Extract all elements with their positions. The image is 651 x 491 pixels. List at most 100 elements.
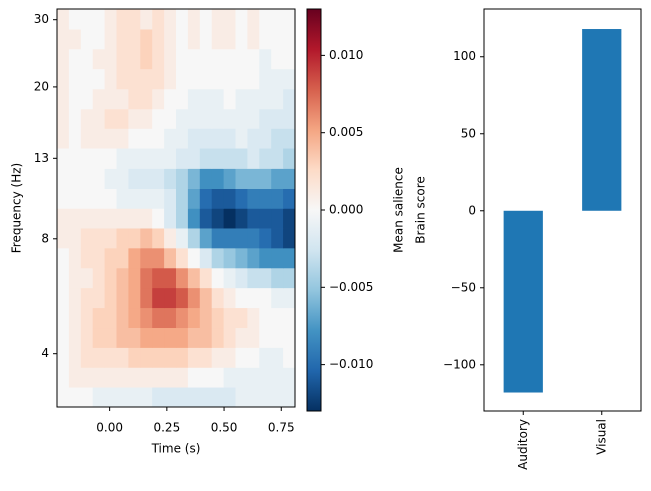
- heatmap-cell: [164, 68, 177, 90]
- heatmap-cell: [223, 9, 236, 30]
- heatmap-cell: [80, 48, 94, 70]
- heatmap-cell: [283, 267, 296, 289]
- heatmap-cell: [80, 68, 94, 90]
- heatmap-cell: [92, 108, 105, 129]
- heatmap-cell: [235, 9, 248, 30]
- heatmap-cell: [259, 9, 272, 30]
- heatmap-cell: [68, 327, 82, 348]
- heatmap-cell: [283, 168, 296, 189]
- x-tick-label: Visual: [594, 419, 608, 455]
- heatmap-cell: [187, 29, 201, 50]
- heatmap-cell: [116, 168, 129, 189]
- heatmap-cell: [187, 347, 201, 368]
- heatmap-cell: [80, 168, 94, 189]
- bar: [582, 29, 622, 211]
- heatmap-cell: [211, 188, 224, 209]
- heatmap-cell: [199, 367, 213, 388]
- heatmap-cell: [199, 208, 213, 229]
- heatmap-cell: [271, 208, 284, 229]
- y-tick-label: 8: [41, 231, 49, 245]
- heatmap-cell: [247, 9, 260, 30]
- heatmap-cell: [152, 188, 165, 209]
- heatmap-cell: [223, 48, 236, 70]
- heatmap-cell: [152, 247, 165, 269]
- heatmap-cell: [128, 29, 141, 50]
- heatmap-cell: [140, 267, 153, 289]
- heatmap-cell: [271, 148, 284, 169]
- heatmap-cell: [104, 188, 117, 209]
- heatmap-cell: [152, 128, 165, 149]
- heatmap-cell: [199, 48, 213, 70]
- heatmap-cell: [140, 307, 153, 329]
- heatmap-cell: [247, 68, 260, 90]
- heatmap-cell: [176, 228, 189, 249]
- heatmap-cell: [187, 208, 201, 229]
- heatmap-cell: [164, 307, 177, 329]
- heatmap-cell: [283, 327, 296, 348]
- heatmap-cell: [128, 247, 141, 269]
- heatmap-cell: [104, 327, 117, 348]
- heatmap-cell: [116, 68, 129, 90]
- heatmap-cell: [247, 48, 260, 70]
- heatmap-cell: [140, 327, 153, 348]
- heatmap-cell: [187, 367, 201, 388]
- bar: [503, 210, 543, 393]
- heatmap-cell: [223, 148, 236, 169]
- heatmap-cell: [283, 228, 296, 249]
- heatmap-cell: [68, 29, 82, 50]
- heatmap-cell: [271, 327, 284, 348]
- heatmap-cell: [187, 48, 201, 70]
- heatmap-cell: [104, 108, 117, 129]
- heatmap-cell: [164, 287, 177, 309]
- heatmap-cell: [235, 347, 248, 368]
- heatmap-cell: [116, 387, 129, 408]
- heatmap-cell: [80, 208, 94, 229]
- heatmap-cell: [140, 287, 153, 309]
- heatmap-cell: [128, 228, 141, 249]
- heatmap-cell: [235, 228, 248, 249]
- y-tick-label: 20: [34, 79, 49, 93]
- heatmap-cell: [128, 88, 141, 110]
- heatmap-cell: [116, 307, 129, 329]
- heatmap-cell: [199, 148, 213, 169]
- heatmap-cell: [187, 188, 201, 209]
- heatmap-cell: [259, 347, 272, 368]
- heatmap-cell: [140, 9, 153, 30]
- heatmap-cell: [247, 88, 260, 110]
- heatmap-cell: [164, 188, 177, 209]
- heatmap-cell: [152, 327, 165, 348]
- heatmap-cell: [57, 347, 70, 368]
- heatmap-cell: [259, 387, 272, 408]
- heatmap-cell: [140, 347, 153, 368]
- y-tick-label: 50: [461, 126, 476, 140]
- heatmap-cell: [187, 168, 201, 189]
- heatmap-cell: [199, 247, 213, 269]
- heatmap-cell: [92, 48, 105, 70]
- heatmap-cell: [128, 267, 141, 289]
- heatmap-cell: [187, 327, 201, 348]
- heatmap-cell: [259, 168, 272, 189]
- heatmap-cell: [57, 208, 70, 229]
- heatmap-cell: [128, 387, 141, 408]
- heatmap-cell: [128, 68, 141, 90]
- heatmap-cell: [223, 327, 236, 348]
- heatmap-cell: [164, 29, 177, 50]
- heatmap-cell: [104, 148, 117, 169]
- y-tick-label: 0: [468, 203, 476, 217]
- heatmap-cell: [211, 267, 224, 289]
- heatmap-cell: [187, 387, 201, 408]
- heatmap-cell: [57, 88, 70, 110]
- heatmap-cell: [235, 108, 248, 129]
- heatmap-cell: [259, 247, 272, 269]
- heatmap-cell: [57, 108, 70, 129]
- y-axis-label: Frequency (Hz): [10, 163, 24, 254]
- heatmap-cell: [164, 347, 177, 368]
- heatmap-cell: [199, 68, 213, 90]
- heatmap-cell: [140, 128, 153, 149]
- heatmap-cell: [199, 327, 213, 348]
- heatmap-cell: [211, 128, 224, 149]
- heatmap-cell: [57, 29, 70, 50]
- heatmap-cell: [271, 347, 284, 368]
- heatmap-cell: [247, 347, 260, 368]
